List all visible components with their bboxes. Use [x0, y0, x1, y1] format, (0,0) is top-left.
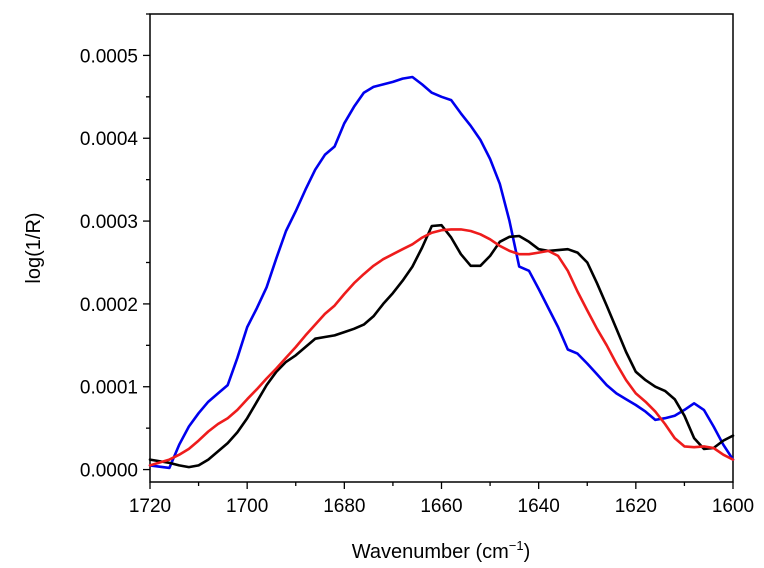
axis-ticks: [143, 13, 734, 489]
y-tick-label: 0.0004: [80, 129, 139, 150]
y-axis-title: log(1/R): [23, 212, 45, 283]
y-tick-label: 0.0000: [80, 461, 138, 482]
series-line-1: [148, 75, 735, 470]
x-tick-label: 1680: [323, 496, 365, 517]
y-tick-label: 0.0005: [80, 46, 138, 67]
series-line-3: [148, 228, 735, 467]
x-tick-labels: 1720 1700 1680 1660 1640 1620 1600: [129, 496, 754, 517]
x-tick-label: 1640: [518, 496, 560, 517]
x-tick-label: 1720: [129, 496, 171, 517]
x-tick-label: 1600: [712, 496, 754, 517]
x-tick-label: 1700: [226, 496, 268, 517]
x-tick-label: 1620: [615, 496, 657, 517]
x-axis-title: Wavenumber (cm−1): [352, 538, 531, 563]
series-line-2: [148, 223, 735, 469]
y-tick-labels: 0.0000 0.0001 0.0002 0.0003 0.0004 0.0005: [80, 46, 139, 481]
y-tick-label: 0.0003: [80, 212, 138, 233]
series-group: [148, 75, 735, 470]
x-tick-label: 1660: [420, 496, 462, 517]
y-tick-label: 0.0001: [80, 378, 138, 399]
y-tick-label: 0.0002: [80, 295, 138, 316]
